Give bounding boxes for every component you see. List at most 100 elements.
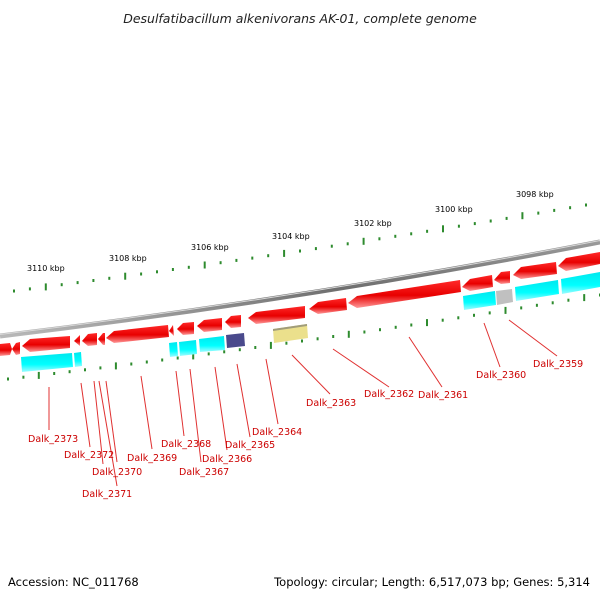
- minor-tick: [76, 281, 79, 285]
- minor-tick: [410, 323, 413, 327]
- gene-arrow-dalk-2359[interactable]: [513, 262, 557, 279]
- gene-arrow-dalk-2362[interactable]: [348, 280, 461, 308]
- gene-arrow[interactable]: [0, 343, 12, 356]
- minor-tick: [223, 350, 226, 354]
- gene-label-dalk-2362[interactable]: Dalk_2362: [364, 389, 414, 400]
- minor-tick: [53, 372, 56, 375]
- feature-box[interactable]: [179, 340, 197, 356]
- major-tick: [347, 330, 350, 338]
- gene-arrow-dalk-2364[interactable]: [248, 306, 305, 324]
- minor-tick: [379, 328, 381, 332]
- scale-tick-label: 3100 kbp: [435, 205, 473, 214]
- gene-label-dalk-2369[interactable]: Dalk_2369: [127, 453, 177, 464]
- gene-label-dalk-2371[interactable]: Dalk_2371: [82, 489, 132, 500]
- gene-arrow-dalk-2369[interactable]: [106, 325, 169, 343]
- gene-arrow-dalk-2363[interactable]: [309, 298, 347, 314]
- major-tick: [44, 283, 47, 291]
- gene-label-dalk-2364[interactable]: Dalk_2364: [252, 427, 302, 438]
- major-tick: [114, 362, 117, 370]
- gene-label-dalk-2372[interactable]: Dalk_2372: [64, 450, 114, 461]
- minor-tick: [13, 289, 15, 293]
- gene-label-dalk-2368[interactable]: Dalk_2368: [161, 439, 211, 450]
- major-tick: [203, 261, 206, 269]
- genome-backbone-highlight: [0, 240, 600, 335]
- minor-tick: [473, 222, 476, 226]
- feature-box[interactable]: [226, 333, 245, 348]
- gene-arrow[interactable]: [12, 342, 20, 355]
- minor-tick: [235, 258, 238, 262]
- minor-tick: [535, 303, 538, 307]
- minor-tick: [457, 224, 460, 228]
- gene-arrow[interactable]: [169, 325, 174, 336]
- gene-label-dalk-2365[interactable]: Dalk_2365: [225, 440, 275, 451]
- gene-arrow-dalk-2365[interactable]: [225, 315, 241, 328]
- major-tick: [442, 225, 444, 233]
- minor-tick: [60, 283, 63, 287]
- scale-labels: 3110 kbp 3108 kbp 3106 kbp 3104 kbp 3102…: [27, 190, 554, 273]
- minor-tick: [156, 270, 158, 274]
- map-title: Desulfatibacillum alkenivorans AK-01, co…: [123, 11, 477, 26]
- feature-box[interactable]: [74, 352, 82, 367]
- minor-tick: [410, 232, 413, 236]
- gene-label-dalk-2367[interactable]: Dalk_2367: [179, 467, 229, 478]
- major-tick: [583, 294, 586, 302]
- feature-box[interactable]: [21, 353, 73, 372]
- minor-tick: [394, 325, 397, 329]
- gene-label-dalk-2363[interactable]: Dalk_2363: [306, 398, 356, 409]
- gene-label-dalk-2359[interactable]: Dalk_2359: [533, 359, 583, 370]
- scale-tick-label: 3106 kbp: [191, 243, 229, 252]
- minor-tick: [488, 311, 491, 315]
- minor-tick: [426, 229, 429, 233]
- major-tick: [521, 212, 524, 220]
- feature-box[interactable]: [199, 336, 225, 352]
- minor-tick: [301, 339, 303, 343]
- minor-tick: [7, 377, 9, 381]
- feature-box[interactable]: [463, 291, 496, 310]
- minor-tick: [567, 298, 570, 302]
- minor-tick: [363, 330, 366, 334]
- feature-box[interactable]: [169, 342, 178, 357]
- major-tick: [362, 237, 365, 245]
- minor-tick: [171, 268, 174, 271]
- minor-tick: [316, 337, 319, 341]
- minor-tick: [332, 335, 335, 338]
- scale-tick-label: 3108 kbp: [109, 254, 147, 263]
- minor-tick: [346, 242, 349, 246]
- major-tick: [283, 249, 286, 257]
- gene-arrow-dalk-2373[interactable]: [22, 336, 70, 352]
- genome-backbone: [0, 239, 600, 339]
- minor-tick: [28, 287, 31, 291]
- gene-arrow-dalk-2371[interactable]: [98, 333, 105, 345]
- minor-tick: [394, 234, 397, 238]
- gene-arrow-dalk-2368[interactable]: [177, 322, 194, 335]
- minor-tick: [505, 216, 508, 220]
- gene-label-dalk-2370[interactable]: Dalk_2370: [92, 467, 142, 478]
- major-tick: [192, 352, 195, 360]
- minor-tick: [330, 244, 333, 248]
- gene-arrow[interactable]: [558, 252, 600, 271]
- minor-tick: [145, 360, 148, 364]
- gene-arrow-dalk-2361[interactable]: [462, 275, 493, 291]
- scale-tick-label: 3098 kbp: [516, 190, 554, 199]
- gene-arrow-dalk-2366[interactable]: [197, 318, 222, 332]
- minor-tick: [585, 203, 587, 207]
- minor-tick: [457, 316, 460, 320]
- major-tick: [37, 371, 40, 379]
- minor-tick: [314, 247, 317, 251]
- feature-box[interactable]: [561, 272, 600, 294]
- gene-label-dalk-2373[interactable]: Dalk_2373: [28, 434, 78, 445]
- gene-label-dalk-2360[interactable]: Dalk_2360: [476, 370, 526, 381]
- gene-label-dalk-2366[interactable]: Dalk_2366: [202, 454, 252, 465]
- scale-tick-label: 3110 kbp: [27, 264, 65, 273]
- gene-arrow-dalk-2372[interactable]: [74, 335, 80, 346]
- lower-tick-arc: [7, 293, 600, 381]
- minor-tick: [187, 265, 190, 269]
- gene-label-dalk-2361[interactable]: Dalk_2361: [418, 390, 468, 401]
- gene-arrow-dalk-2370[interactable]: [82, 333, 97, 346]
- minor-tick: [553, 208, 556, 212]
- feature-box[interactable]: [496, 289, 513, 305]
- gene-arrow-dalk-2360[interactable]: [494, 271, 510, 284]
- minor-tick: [130, 362, 133, 366]
- minor-tick: [489, 219, 492, 223]
- feature-box[interactable]: [515, 280, 559, 301]
